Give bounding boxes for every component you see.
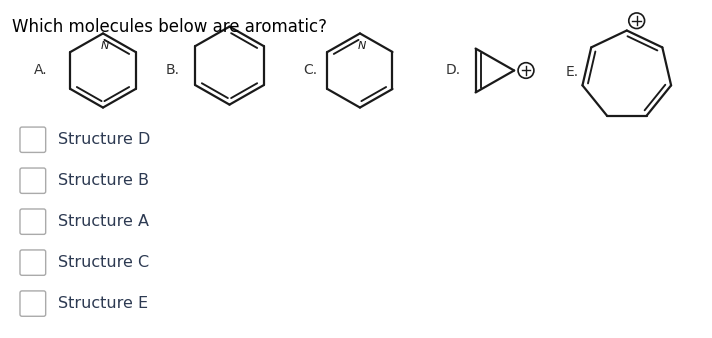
Text: N: N	[101, 41, 109, 51]
Text: Structure E: Structure E	[58, 296, 147, 311]
Text: Which molecules below are aromatic?: Which molecules below are aromatic?	[12, 18, 327, 36]
Text: E.: E.	[565, 66, 579, 79]
Text: A.: A.	[33, 64, 48, 77]
FancyBboxPatch shape	[20, 250, 46, 275]
FancyBboxPatch shape	[20, 127, 46, 152]
Text: N: N	[357, 41, 366, 51]
Text: Structure D: Structure D	[58, 132, 150, 147]
FancyBboxPatch shape	[20, 168, 46, 193]
Text: D.: D.	[446, 64, 461, 77]
FancyBboxPatch shape	[20, 209, 46, 234]
Text: Structure A: Structure A	[58, 214, 149, 229]
FancyBboxPatch shape	[20, 291, 46, 316]
Text: B.: B.	[165, 64, 179, 77]
Text: Structure B: Structure B	[58, 173, 149, 188]
Text: C.: C.	[303, 64, 318, 77]
Text: Structure C: Structure C	[58, 255, 149, 270]
